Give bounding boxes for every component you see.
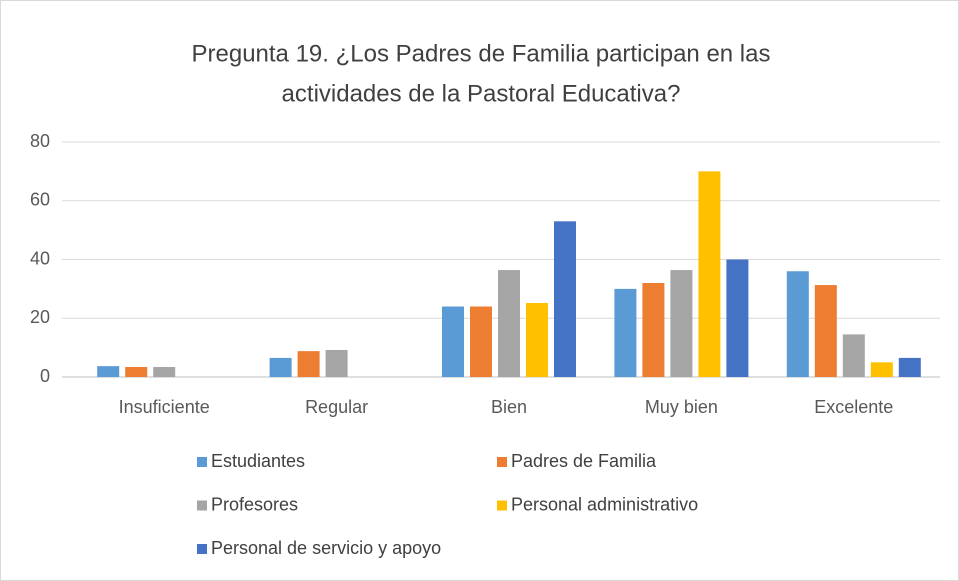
bar [125,367,148,377]
legend-label: Personal administrativo [511,494,698,514]
chart-title: actividades de la Pastoral Educativa? [282,80,681,107]
bar [670,270,693,377]
x-tick-label: Bien [491,397,527,417]
bar [269,357,292,377]
bar [442,306,464,377]
bar [726,259,749,377]
legend-label: Padres de Familia [511,451,657,471]
bar [498,270,520,377]
bar [153,367,176,377]
y-tick-label: 80 [30,131,50,151]
bar [898,357,921,377]
legend-swatch [197,457,207,467]
bar [325,349,348,377]
bar [97,366,120,377]
bar [554,221,576,377]
legend-label: Profesores [211,494,298,514]
legend-label: Estudiantes [211,451,305,471]
legend-label: Personal de servicio y apoyo [211,538,441,558]
bar [814,285,837,377]
y-tick-label: 20 [30,307,50,327]
legend-swatch [497,457,507,467]
y-tick-label: 60 [30,190,50,210]
bar [297,351,320,377]
bar [614,288,637,377]
bar [870,362,893,377]
bar [842,334,865,377]
x-tick-label: Regular [305,397,368,417]
y-tick-label: 0 [40,366,50,386]
x-tick-label: Insuficiente [119,397,210,417]
legend-swatch [197,500,207,511]
x-tick-label: Muy bien [645,397,718,417]
bar [698,171,721,377]
bar [470,306,492,377]
legend-swatch [497,500,507,511]
legend-swatch [197,544,207,554]
y-tick-label: 40 [30,248,50,268]
x-tick-label: Excelente [814,397,893,417]
chart-title: Pregunta 19. ¿Los Padres de Familia part… [192,40,771,67]
bar [642,283,665,377]
bar [526,302,548,377]
bar [786,271,809,377]
